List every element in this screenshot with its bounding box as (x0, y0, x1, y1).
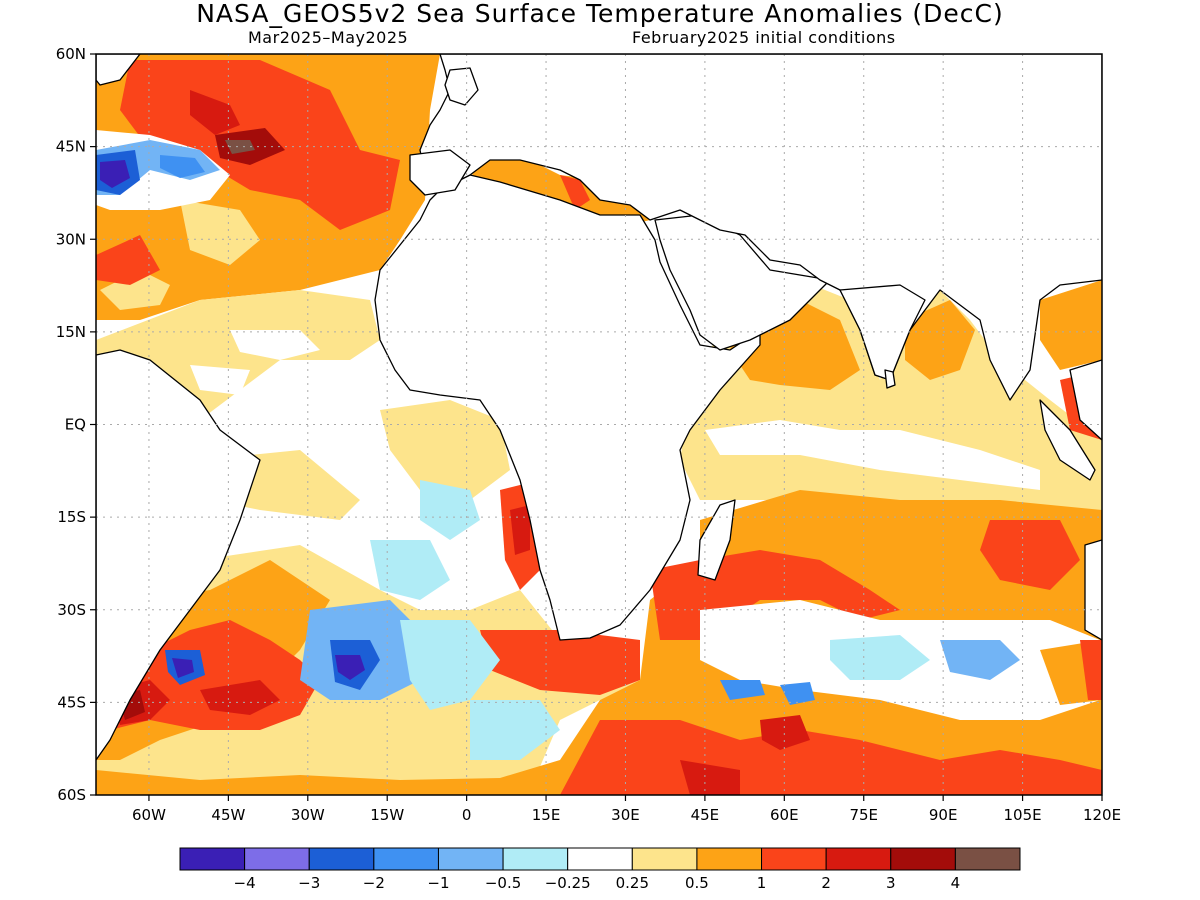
south-america-landmass (96, 349, 261, 761)
colorbar-swatch (373, 847, 439, 871)
anomaly-region (370, 540, 450, 600)
anomaly-region (780, 682, 815, 705)
anomaly-region (760, 715, 810, 750)
anomaly-region (830, 635, 930, 680)
lon-tick-label: 45E (691, 806, 720, 824)
anomaly-region (96, 235, 160, 285)
latitude-labels: 60N 45N 30N 15N EQ 15S 30S 45S 60S (56, 45, 96, 804)
lat-tick-label: 60N (56, 45, 86, 63)
lon-tick-label: 60E (770, 806, 799, 824)
lon-tick-label: 30E (611, 806, 640, 824)
anomaly-region (400, 620, 500, 710)
anomaly-region (720, 680, 765, 700)
borneo-landmass (1069, 359, 1102, 441)
lat-tick-label: 15N (56, 323, 86, 341)
lon-tick-label: 60W (132, 806, 166, 824)
colorbar-label: 1 (757, 874, 767, 892)
colorbar-swatch (502, 847, 569, 871)
colorbar-swatch (890, 847, 956, 871)
sumatra-landmass (1039, 399, 1096, 481)
anomaly-region (100, 160, 130, 188)
anomaly-region (470, 700, 560, 760)
colorbar-label: −0.5 (485, 874, 521, 892)
colorbar-label: −4 (234, 874, 256, 892)
anomaly-region (680, 760, 740, 795)
anomaly-region (190, 365, 250, 395)
britain-landmass (444, 67, 479, 106)
lat-tick-label: 15S (57, 508, 86, 526)
anomaly-region (190, 90, 240, 135)
colorbar-swatch (244, 847, 310, 871)
lat-tick-label: EQ (65, 416, 86, 434)
africa-landmass (374, 174, 761, 641)
map-title: NASA_GEOS5v2 Sea Surface Temperature Ano… (196, 0, 1004, 28)
colorbar-label: −2 (363, 874, 385, 892)
anomaly-region (480, 630, 640, 695)
colorbar-label: −3 (298, 874, 320, 892)
colorbar-label: 2 (821, 874, 831, 892)
lon-tick-label: 15W (370, 806, 404, 824)
land-mask (96, 54, 1102, 761)
anomaly-region (96, 760, 560, 795)
colorbar-swatch (825, 847, 892, 871)
lon-tick-label: 120E (1083, 806, 1121, 824)
lon-tick-label: 0 (462, 806, 472, 824)
greenland-landmass (96, 54, 141, 86)
lon-tick-label: 75E (849, 806, 878, 824)
anomaly-region (1040, 280, 1102, 370)
anomaly-region (905, 300, 975, 380)
anomaly-region (100, 270, 170, 310)
colorbar-label: 3 (886, 874, 896, 892)
lat-tick-label: 45S (57, 693, 86, 711)
lon-tick-label: 30W (291, 806, 325, 824)
colorbar-swatch (567, 847, 633, 871)
lon-tick-label: 105E (1004, 806, 1042, 824)
lat-tick-label: 45N (56, 138, 86, 156)
colorbar-swatch (631, 847, 698, 871)
anomaly-region (230, 330, 320, 360)
anomaly-region (225, 140, 255, 154)
lat-tick-label: 60S (57, 786, 86, 804)
lon-tick-label: 15E (532, 806, 561, 824)
anomaly-region (470, 155, 650, 230)
lon-tick-label: 90E (929, 806, 958, 824)
anomaly-region (980, 520, 1080, 590)
forecast-period: Mar2025–May2025 (248, 28, 409, 47)
colorbar-swatch (954, 847, 1021, 871)
anomaly-region (940, 640, 1020, 680)
lat-tick-label: 30N (56, 230, 86, 248)
arabia-landmass (654, 214, 831, 351)
anomaly-region (200, 680, 280, 715)
colorbar-label: −1 (427, 874, 449, 892)
anomaly-region (560, 175, 590, 210)
madagascar-landmass (697, 499, 736, 581)
colorbar-swatch (696, 847, 763, 871)
colorbar-label: 4 (951, 874, 961, 892)
anomaly-region (420, 480, 480, 540)
colorbar-swatch (761, 847, 827, 871)
iberia-landmass (409, 149, 471, 196)
anomaly-region (180, 200, 260, 265)
longitude-labels: 60W 45W 30W 15W 0 15E 30E 45E 60E 75E 90E 105E 120E (132, 795, 1121, 824)
colorbar-label: 0.5 (685, 874, 709, 892)
graticule (96, 54, 1102, 795)
anomaly-region (172, 658, 194, 678)
colorbar-swatch (437, 847, 504, 871)
colorbar-legend: −4 −3 −2 −1 −0.5 −0.25 0.25 0.5 1 2 3 4 (179, 847, 1021, 892)
colorbar-label: −0.25 (545, 874, 591, 892)
sri-lanka-landmass (884, 369, 896, 389)
lat-tick-label: 30S (57, 601, 86, 619)
colorbar-swatch (308, 847, 375, 871)
lon-tick-label: 45W (211, 806, 245, 824)
australia-landmass (1084, 539, 1102, 641)
anomaly-region (160, 155, 205, 178)
india-landmass (839, 284, 926, 381)
colorbar-label: 0.25 (616, 874, 649, 892)
anomaly-region (335, 655, 365, 680)
anomaly-region (1080, 640, 1102, 700)
colorbar-swatch (179, 847, 246, 871)
initial-conditions: February2025 initial conditions (632, 28, 896, 47)
anomaly-region (705, 420, 1040, 490)
